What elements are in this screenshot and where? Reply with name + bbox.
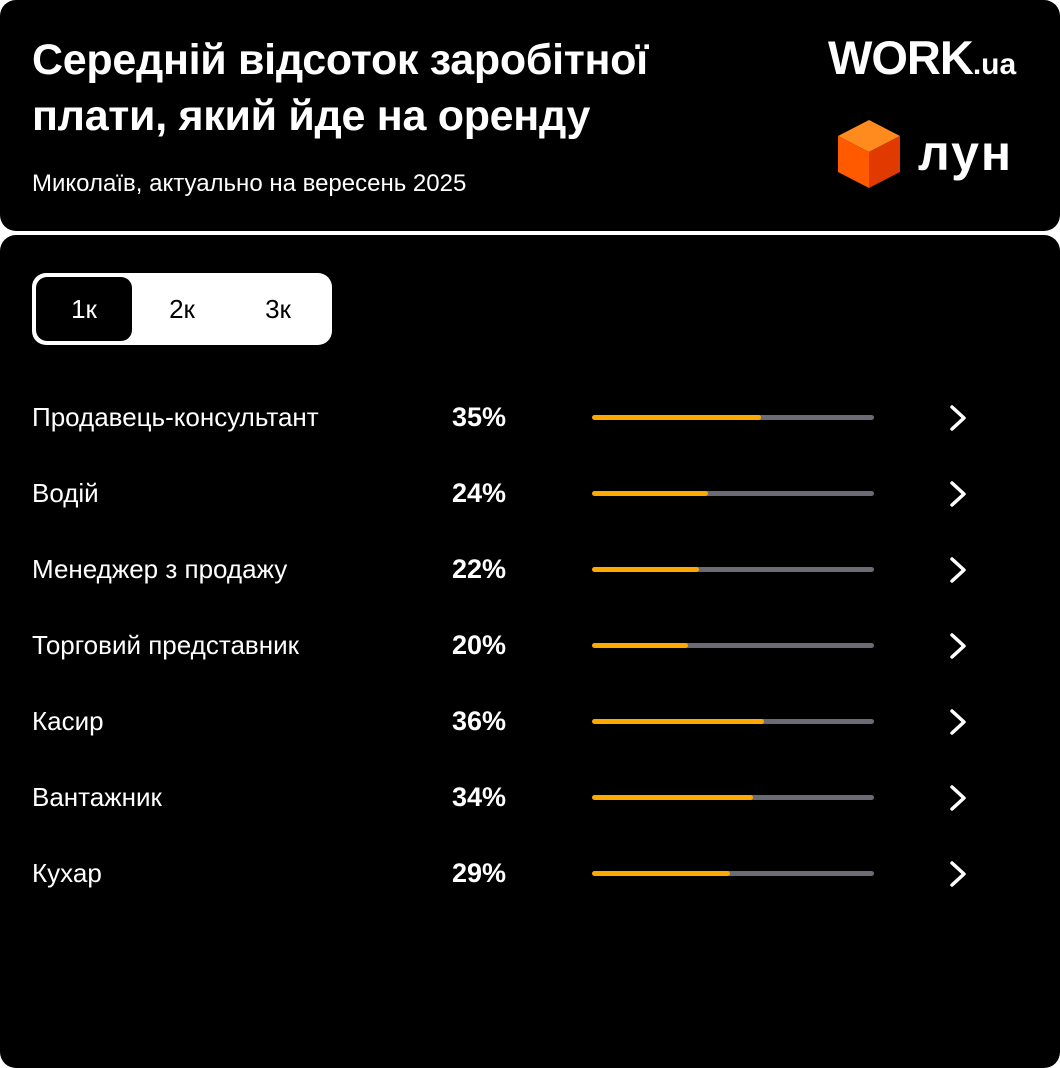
- page-subtitle: Миколаїв, актуально на вересень 2025: [32, 170, 467, 197]
- tab-3k[interactable]: 3к: [265, 293, 291, 324]
- progress-bar: [592, 643, 874, 648]
- percent-value: 29%: [452, 858, 507, 888]
- list-item[interactable]: Кухар 29%: [0, 843, 1060, 903]
- percent-value: 20%: [452, 630, 507, 660]
- progress-bar-fill: [592, 491, 708, 496]
- lun-logo: лун: [836, 118, 1011, 190]
- chevron-right-icon[interactable]: [945, 859, 971, 889]
- profession-name: Торговий представник: [32, 630, 299, 660]
- profession-name: Продавець-консультант: [32, 402, 319, 432]
- lun-logo-text: лун: [918, 125, 1014, 181]
- list-item[interactable]: Менеджер з продажу 22%: [0, 539, 1060, 599]
- tab-1k[interactable]: 1к: [36, 277, 132, 341]
- page-title: Середній відсоток заробітної плати, який…: [32, 36, 648, 140]
- list-item[interactable]: Вантажник 34%: [0, 767, 1060, 827]
- list-item[interactable]: Водій 24%: [0, 463, 1060, 523]
- header-card: Середній відсоток заробітної плати, який…: [0, 0, 1060, 231]
- percent-value: 36%: [452, 706, 507, 736]
- progress-bar-fill: [592, 871, 730, 876]
- chevron-right-icon[interactable]: [945, 479, 971, 509]
- main-card: 1к 2к 3к Продавець-консультант 35% Водій 24…: [0, 235, 1060, 1068]
- profession-name: Вантажник: [32, 782, 162, 812]
- progress-bar: [592, 795, 874, 800]
- chevron-right-icon[interactable]: [945, 403, 971, 433]
- profession-name: Водій: [32, 478, 99, 508]
- list-item[interactable]: Продавець-консультант 35%: [0, 387, 1060, 447]
- cube-icon: [838, 120, 900, 188]
- progress-bar: [592, 871, 874, 876]
- chevron-right-icon[interactable]: [945, 707, 971, 737]
- progress-bar: [592, 719, 874, 724]
- room-count-tabs: 1к 2к 3к: [32, 273, 332, 345]
- chevron-right-icon[interactable]: [945, 631, 971, 661]
- profession-name: Менеджер з продажу: [32, 554, 288, 584]
- progress-bar-fill: [592, 567, 699, 572]
- progress-bar-fill: [592, 719, 764, 724]
- list-item[interactable]: Касир 36%: [0, 691, 1060, 751]
- chevron-right-icon[interactable]: [945, 555, 971, 585]
- tab-2k[interactable]: 2к: [169, 293, 195, 324]
- progress-bar-fill: [592, 643, 688, 648]
- percent-value: 24%: [452, 478, 507, 508]
- profession-name: Кухар: [32, 858, 102, 888]
- work-ua-logo: WORK.ua: [828, 30, 1016, 85]
- percent-value: 34%: [452, 782, 507, 812]
- progress-bar: [592, 415, 874, 420]
- chevron-right-icon[interactable]: [945, 783, 971, 813]
- progress-bar: [592, 567, 874, 572]
- percent-value: 22%: [452, 554, 507, 584]
- progress-bar: [592, 491, 874, 496]
- work-ua-logo-suffix: .ua: [972, 48, 1017, 81]
- progress-bar-fill: [592, 415, 761, 420]
- list-item[interactable]: Торговий представник 20%: [0, 615, 1060, 675]
- profession-name: Касир: [32, 706, 104, 736]
- progress-bar-fill: [592, 795, 753, 800]
- percent-value: 35%: [452, 402, 507, 432]
- work-ua-logo-main: WORK: [828, 31, 974, 84]
